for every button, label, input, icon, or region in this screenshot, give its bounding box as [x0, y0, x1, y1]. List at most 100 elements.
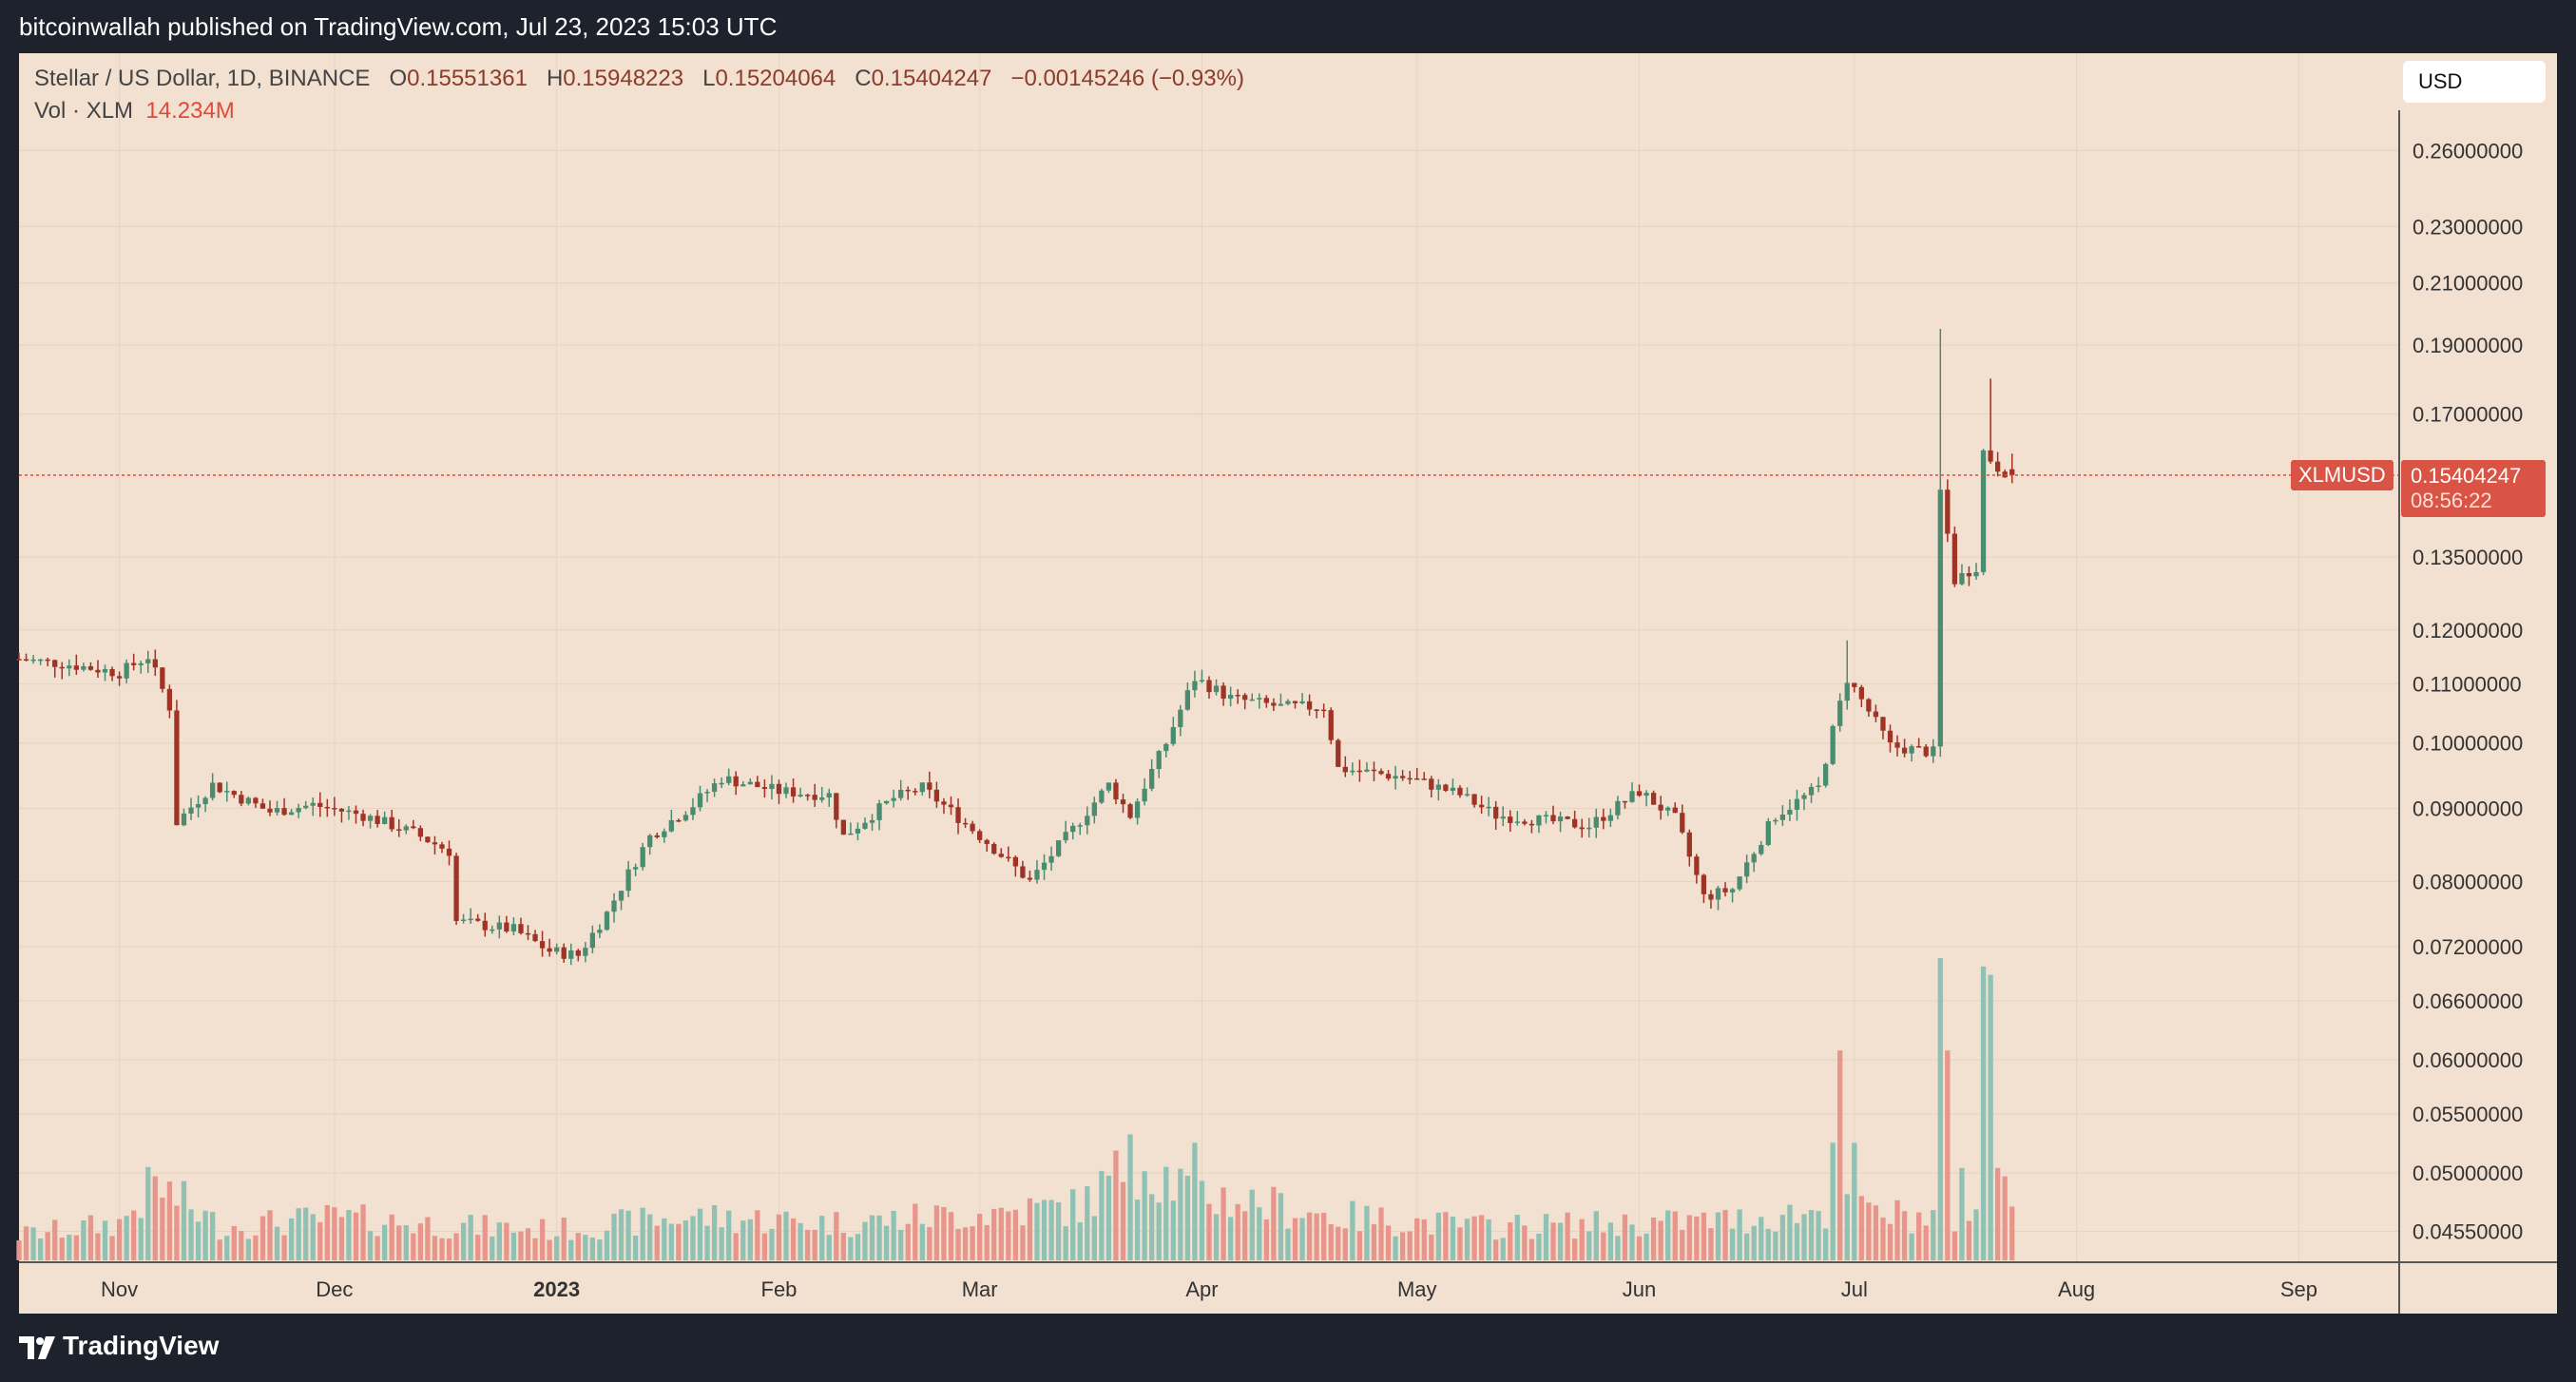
symbol-description: Stellar / US Dollar, 1D, BINANCE — [34, 66, 371, 91]
volume-bar — [1314, 1213, 1319, 1260]
volume-bar — [131, 1210, 137, 1260]
volume-bar — [2002, 1176, 2008, 1260]
volume-bar — [1966, 1220, 1972, 1260]
candle-body — [1378, 771, 1384, 775]
candle-body — [1680, 813, 1685, 833]
volume-bar — [1959, 1167, 1965, 1260]
candle-body — [310, 802, 316, 806]
volume-bar — [1321, 1212, 1327, 1260]
candle-body — [1916, 746, 1922, 748]
candle-body — [87, 665, 94, 670]
candle-body — [109, 668, 115, 677]
volume-bar — [253, 1235, 259, 1260]
volume-bar — [604, 1230, 610, 1260]
candle-body — [1149, 769, 1155, 789]
volume-bar — [1242, 1211, 1248, 1260]
candle-body — [1034, 870, 1040, 880]
volume-bar — [1263, 1219, 1269, 1260]
candle-body — [1450, 787, 1456, 792]
candle-body — [819, 797, 825, 800]
high-value: 0.15948223 — [563, 66, 684, 91]
candle-body — [840, 819, 846, 835]
candle-body — [618, 891, 625, 901]
volume-bar — [1006, 1211, 1011, 1260]
candle-body — [1178, 709, 1183, 727]
volume-bar — [188, 1209, 194, 1260]
y-tick-label: 0.21000000 — [2413, 272, 2523, 296]
volume-bar — [1278, 1193, 1284, 1260]
candle-body — [1342, 766, 1348, 773]
volume-bar — [970, 1226, 975, 1260]
volume-bar — [116, 1219, 123, 1260]
volume-bar — [1557, 1222, 1564, 1260]
volume-bar — [288, 1218, 295, 1260]
candle-body — [1737, 876, 1742, 890]
volume-bar — [1636, 1236, 1643, 1260]
candle-body — [496, 922, 502, 930]
candle-body — [1830, 725, 1836, 764]
candle-body — [933, 789, 940, 802]
volume-bar — [583, 1235, 588, 1260]
volume-bar — [1593, 1211, 1599, 1260]
volume-bar — [1113, 1150, 1119, 1260]
candle-body — [1980, 450, 1987, 572]
volume-bar — [611, 1213, 617, 1260]
candle-body — [862, 822, 868, 829]
volume-bar — [1020, 1225, 1026, 1260]
volume-bar — [862, 1221, 868, 1260]
candle-body — [1199, 680, 1205, 681]
volume-bar — [1937, 958, 1943, 1260]
volume-bar — [1759, 1217, 1764, 1260]
candle-body — [632, 867, 639, 870]
candle-body — [575, 950, 581, 956]
volume-bar — [719, 1227, 724, 1260]
volume-bar — [1572, 1238, 1578, 1260]
low-label: L — [702, 66, 716, 91]
candle-body — [1923, 746, 1929, 757]
x-tick-label: Dec — [316, 1277, 353, 1301]
candle-body — [1429, 778, 1434, 790]
candle-body — [1134, 801, 1141, 818]
candle-body — [1399, 776, 1406, 778]
volume-bar — [1034, 1202, 1040, 1260]
volume-bar — [1508, 1222, 1513, 1260]
candle-body — [761, 787, 768, 790]
volume-bar — [1550, 1222, 1556, 1260]
candle-body — [682, 815, 689, 821]
volume-bar — [1701, 1212, 1707, 1260]
candle-body — [611, 900, 617, 912]
volume-bar — [1142, 1171, 1147, 1260]
candle-body — [1041, 862, 1048, 871]
candle-body — [1328, 710, 1334, 740]
y-tick-label: 0.11000000 — [2413, 673, 2522, 697]
candle-body — [1701, 874, 1707, 894]
chart-frame[interactable] — [19, 53, 2557, 1314]
volume-bar — [1830, 1142, 1836, 1260]
candle-body — [23, 659, 29, 662]
candle-body — [1055, 840, 1062, 856]
candle-body — [1765, 820, 1771, 845]
candle-body — [977, 831, 983, 840]
candle-body — [783, 787, 789, 795]
volume-bar — [310, 1214, 316, 1260]
volume-bar — [2009, 1206, 2015, 1260]
volume-bar — [597, 1239, 603, 1260]
y-tick-label: 0.10000000 — [2413, 732, 2523, 756]
candle-body — [1586, 827, 1592, 830]
volume-bar — [1894, 1200, 1900, 1260]
candle-body — [1457, 787, 1463, 796]
volume-bar — [525, 1228, 531, 1260]
publish-text: bitcoinwallah published on TradingView.c… — [19, 12, 778, 41]
volume-bar — [67, 1235, 72, 1260]
volume-bar — [819, 1216, 825, 1260]
x-tick-label: Sep — [2280, 1277, 2317, 1301]
y-tick-label: 0.06000000 — [2413, 1048, 2523, 1072]
candle-body — [812, 795, 817, 800]
currency-button[interactable]: USD — [2403, 61, 2546, 103]
volume-bar — [1048, 1200, 1054, 1260]
volume-bar — [1041, 1200, 1048, 1260]
candle-body — [532, 933, 538, 942]
volume-bar — [81, 1220, 87, 1260]
candle-body — [561, 947, 567, 959]
